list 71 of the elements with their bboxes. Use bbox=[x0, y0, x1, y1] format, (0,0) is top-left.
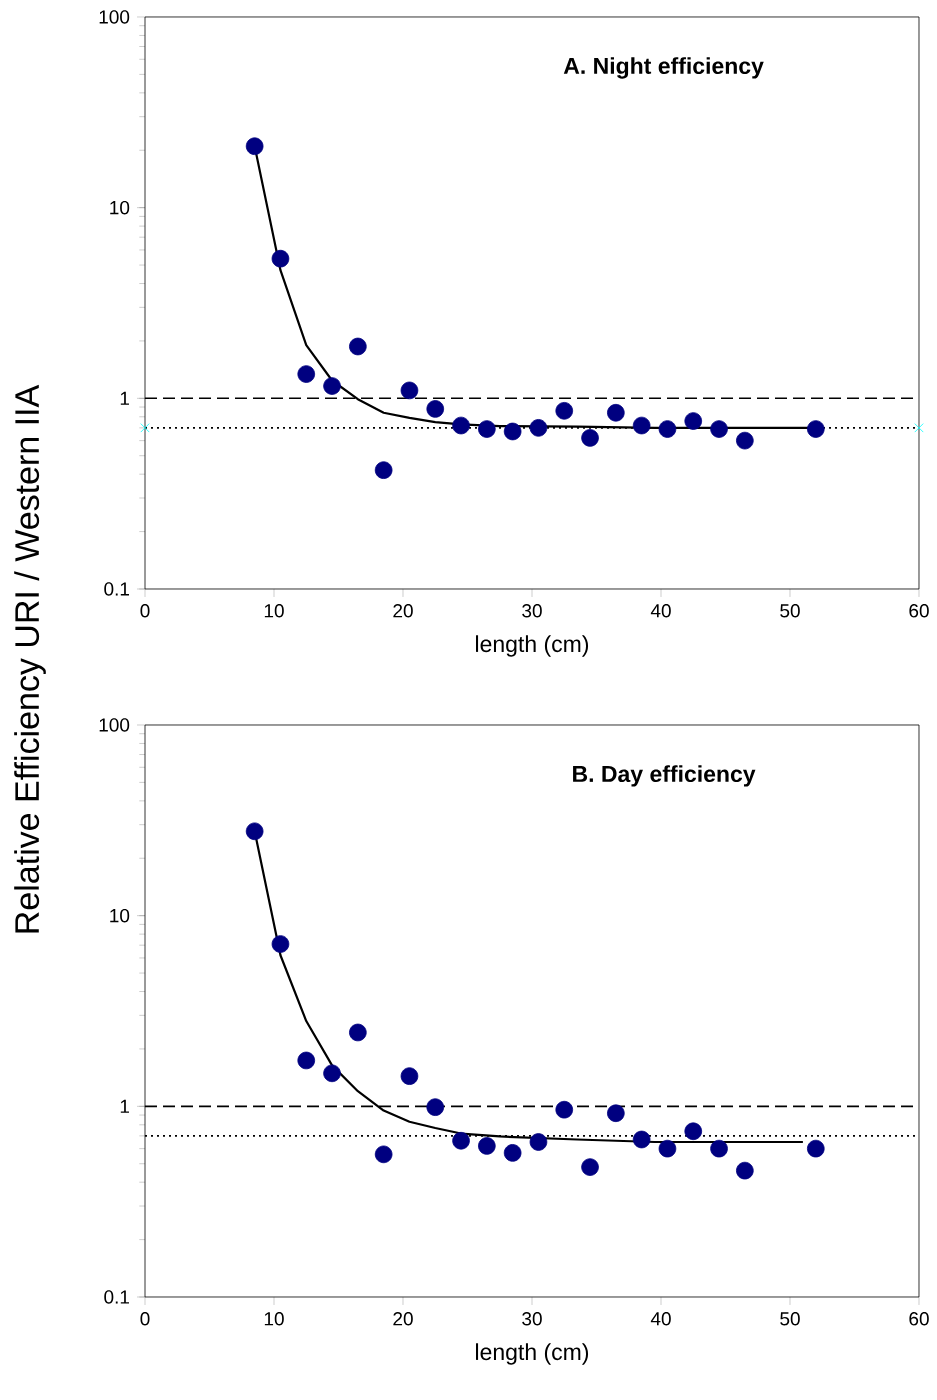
point bbox=[581, 1158, 599, 1176]
x-tick-label: 30 bbox=[522, 604, 542, 618]
point bbox=[529, 419, 548, 437]
x-tick-label: 60 bbox=[909, 604, 929, 618]
point bbox=[349, 337, 367, 356]
point bbox=[607, 1104, 625, 1123]
point bbox=[807, 420, 825, 438]
x-tick-label: 40 bbox=[650, 1312, 671, 1326]
point bbox=[736, 1161, 754, 1180]
point bbox=[684, 1122, 703, 1141]
x-tick-label: 40 bbox=[650, 604, 671, 618]
point bbox=[658, 1139, 677, 1158]
x-axis-title: length (cm) bbox=[476, 1343, 589, 1365]
point bbox=[607, 403, 625, 422]
point bbox=[684, 412, 703, 430]
y-tick-label: 10 bbox=[110, 908, 130, 923]
x-tick-label: 0 bbox=[140, 1312, 150, 1326]
x-axis-title: length (cm) bbox=[476, 635, 589, 657]
point bbox=[452, 416, 470, 435]
point bbox=[503, 1144, 522, 1162]
point bbox=[323, 377, 341, 395]
point bbox=[323, 1064, 341, 1083]
point bbox=[710, 1139, 728, 1158]
x-tick-label: 10 bbox=[264, 604, 284, 618]
y-axis-title: Relative Efficiency URI / Western IIA bbox=[14, 384, 46, 933]
y-tick-label: 1 bbox=[120, 1099, 129, 1113]
point bbox=[400, 381, 419, 400]
point bbox=[807, 1139, 825, 1158]
point bbox=[271, 249, 290, 268]
y-tick-label: 10 bbox=[110, 200, 130, 215]
point bbox=[245, 137, 264, 156]
point bbox=[632, 1130, 651, 1149]
point bbox=[478, 1137, 496, 1155]
point bbox=[374, 1145, 393, 1164]
point bbox=[140, 423, 150, 433]
point bbox=[297, 1051, 316, 1070]
x-tick-label: 20 bbox=[393, 604, 413, 618]
x-tick-label: 30 bbox=[522, 1312, 542, 1326]
point bbox=[245, 822, 264, 841]
point bbox=[297, 365, 316, 383]
point bbox=[478, 420, 496, 438]
y-tick-label: 100 bbox=[99, 10, 130, 24]
point bbox=[529, 1133, 548, 1151]
y-tick-label: 0.1 bbox=[104, 1290, 129, 1304]
text: A. Night efficiency bbox=[563, 57, 764, 79]
x-tick-label: 20 bbox=[393, 1312, 413, 1326]
x-tick-label: 0 bbox=[140, 604, 150, 618]
point bbox=[710, 420, 728, 438]
point bbox=[632, 416, 651, 435]
point bbox=[503, 422, 522, 441]
x-tick-label: 10 bbox=[264, 1312, 284, 1326]
point bbox=[914, 423, 924, 433]
point bbox=[374, 461, 393, 479]
point bbox=[452, 1131, 470, 1150]
x-tick-label: 60 bbox=[909, 1312, 929, 1326]
x-tick-label: 50 bbox=[780, 604, 800, 618]
y-tick-label: 0.1 bbox=[104, 582, 129, 596]
point bbox=[426, 1098, 445, 1116]
x-tick-label: 50 bbox=[780, 1312, 800, 1326]
y-tick-label: 1 bbox=[120, 391, 129, 405]
point bbox=[581, 429, 599, 447]
point bbox=[271, 935, 290, 953]
point bbox=[658, 420, 677, 438]
point bbox=[555, 1100, 574, 1119]
point bbox=[736, 431, 754, 450]
point bbox=[349, 1023, 367, 1042]
point bbox=[400, 1067, 419, 1085]
y-tick-label: 100 bbox=[99, 718, 130, 732]
point bbox=[426, 400, 445, 418]
text: B. Day efficiency bbox=[573, 765, 756, 787]
point bbox=[555, 402, 574, 420]
